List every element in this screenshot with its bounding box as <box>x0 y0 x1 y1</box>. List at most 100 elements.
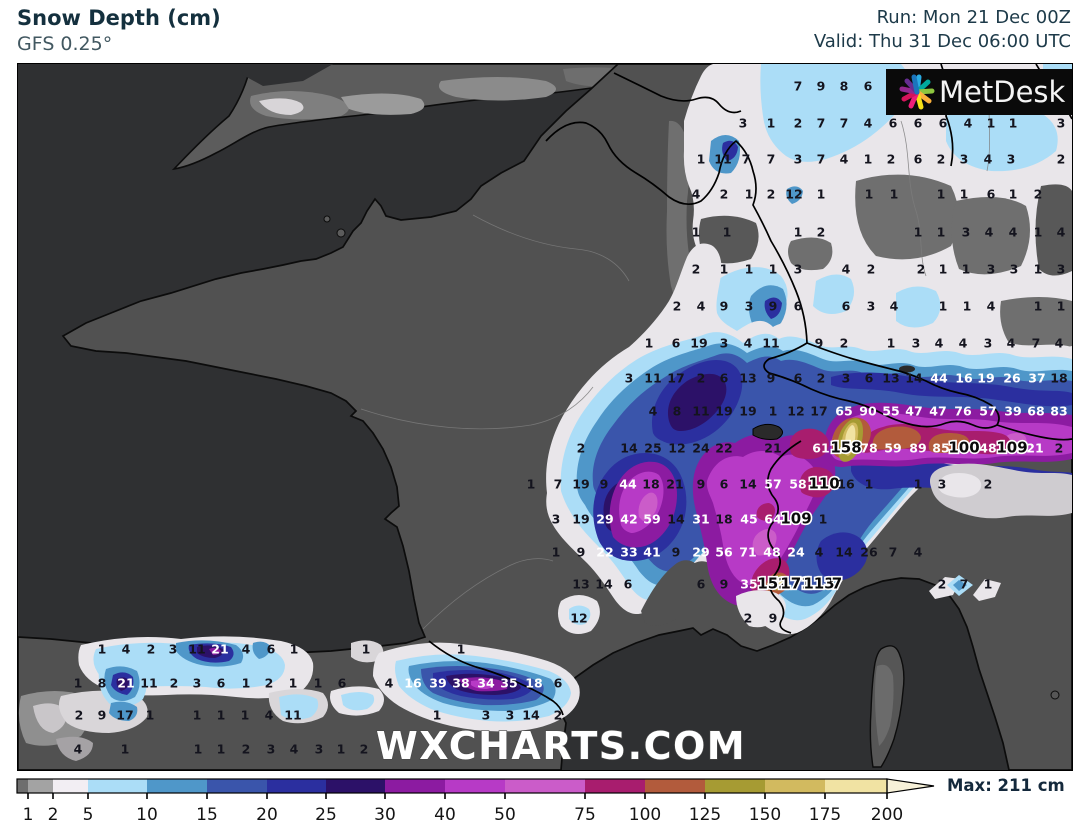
map-value: 2 <box>265 676 274 691</box>
colorbar-segment <box>445 779 505 793</box>
map-value: 19 <box>977 371 994 386</box>
map-value: 7 <box>960 577 969 592</box>
map-value: 171 <box>780 575 811 593</box>
map-value: 17 <box>116 708 133 723</box>
map-value: 3 <box>1007 152 1016 167</box>
map-value: 100 <box>948 439 979 457</box>
map-value: 4 <box>1007 336 1016 351</box>
map-value: 1 <box>193 708 202 723</box>
map-value: 4 <box>1009 225 1018 240</box>
map-value: 6 <box>697 577 706 592</box>
map-value: 4 <box>697 299 706 314</box>
map-value: 3 <box>960 152 969 167</box>
map-value: 6 <box>865 371 874 386</box>
map-value: 9 <box>98 708 107 723</box>
map-value: 4 <box>914 545 923 560</box>
map-value: 42 <box>620 512 637 527</box>
map-value: 47 <box>905 404 922 419</box>
map-value: 2 <box>937 152 946 167</box>
map-value: 6 <box>672 336 681 351</box>
map-value: 2 <box>938 577 947 592</box>
map-value: 1 <box>74 676 83 691</box>
colorbar-tick-label: 75 <box>574 805 596 825</box>
map-value: 7 <box>832 575 842 593</box>
map-value: 2 <box>75 708 84 723</box>
map-value: 39 <box>429 676 446 691</box>
map-value: 1 <box>984 577 993 592</box>
map-value: 47 <box>929 404 946 419</box>
map-value: 9 <box>767 371 776 386</box>
map-value: 2 <box>242 742 251 757</box>
map-value: 6 <box>217 676 226 691</box>
map-value: 6 <box>987 187 996 202</box>
map-value: 1 <box>1009 116 1018 131</box>
map-value: 90 <box>859 404 877 419</box>
map-value: 11 <box>692 404 709 419</box>
colorbar-tick-label: 50 <box>494 805 516 825</box>
rivers <box>360 80 992 630</box>
map-value: 16 <box>955 371 973 386</box>
map-value: 9 <box>697 477 706 492</box>
map-value: 19 <box>690 336 707 351</box>
map-values: 7 9 8 63 1 2 7 7 4 6 6 6 4 1 1 31 11 7 7 3 7 4 1 2 6 2 3 4 3 24 2 1 2 12 1… <box>74 79 1068 757</box>
map-value: 18 <box>1050 371 1067 386</box>
map-value: 113 <box>803 575 834 593</box>
colorbar-tick-label: 25 <box>315 805 337 825</box>
map-value: 2 <box>887 152 896 167</box>
colorbar-segment <box>585 779 645 793</box>
map-value: 1 <box>963 299 972 314</box>
map-value: 3 <box>482 708 491 723</box>
map-value: 1 <box>1034 225 1043 240</box>
map-value: 9 <box>815 336 824 351</box>
colorbar-segment <box>53 779 88 793</box>
map-value: 1 <box>720 262 729 277</box>
map-value: 7 <box>1032 336 1041 351</box>
map-value: 3 <box>842 371 851 386</box>
map-value: 1 <box>865 187 874 202</box>
map-value: 19 <box>739 404 756 419</box>
map-value: 1 <box>290 642 299 657</box>
page-title: Snow Depth (cm) <box>17 6 221 30</box>
colorbar-outline <box>16 778 888 794</box>
map-value: 48 <box>763 545 780 560</box>
map-value: 4 <box>840 152 849 167</box>
map-value: 59 <box>884 441 901 456</box>
map-value: 2 <box>720 187 729 202</box>
map-value: 4 <box>964 116 973 131</box>
map-value: 1 <box>98 642 107 657</box>
map-value: 8 <box>673 404 682 419</box>
map-value: 1 <box>527 477 536 492</box>
map-value: 1 <box>939 262 948 277</box>
map-value: 6 <box>914 152 923 167</box>
map-value: 9 <box>720 577 729 592</box>
map-value: 2 <box>984 477 993 492</box>
metdesk-logo-text: MetDesk <box>939 75 1066 109</box>
map-value: 1 <box>697 152 706 167</box>
map-value: 21 <box>1026 441 1043 456</box>
map-value: 4 <box>1055 336 1064 351</box>
colorbar-tick-label: 1 <box>23 805 34 825</box>
map-value: 18 <box>525 676 542 691</box>
map-value: 57 <box>764 477 781 492</box>
map-value: 4 <box>242 642 251 657</box>
map-value: 1 <box>217 742 226 757</box>
map-value: 3 <box>720 336 729 351</box>
map-value: 2 <box>554 708 563 723</box>
map-value: 3 <box>962 225 971 240</box>
colorbar-labels: 1 2 5 10 15 20 25 30 40 50 75 100 125 150 175 200 <box>23 805 904 825</box>
map-value: 2 <box>360 742 369 757</box>
map-value: 1 <box>433 708 442 723</box>
map-value: 3 <box>912 336 921 351</box>
map-value: 2 <box>794 116 803 131</box>
map-value: 22 <box>596 545 613 560</box>
map-value: 1 <box>937 225 946 240</box>
max-value-label: Max: 211 cm <box>947 776 1065 795</box>
map-value: 2 <box>1057 152 1066 167</box>
map-value: 14 <box>595 577 613 592</box>
map-value: 11 <box>714 152 731 167</box>
watermark: WXCHARTS.COM <box>376 724 746 768</box>
colorbar-tick-label: 175 <box>809 805 841 825</box>
colorbar-tick-label: 150 <box>749 805 781 825</box>
map-value: 38 <box>452 676 469 691</box>
map-value: 25 <box>644 441 661 456</box>
